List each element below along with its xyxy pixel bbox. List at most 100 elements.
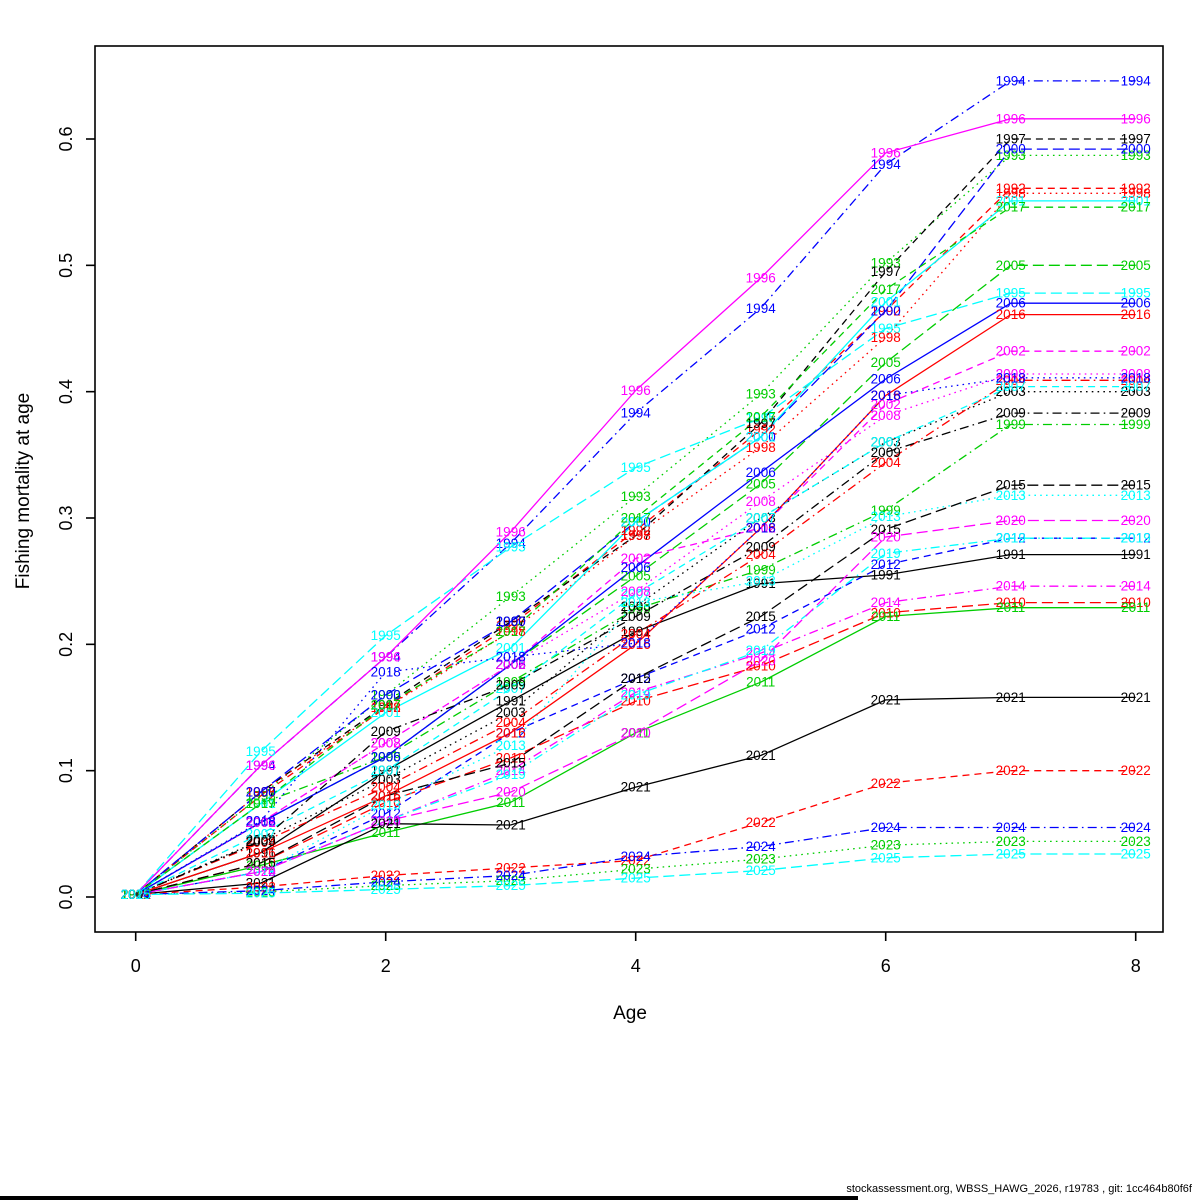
series-line-1996 xyxy=(135,118,1136,895)
y-tick-label: 0.4 xyxy=(56,379,76,404)
series-label-1993-age7: 1993 xyxy=(996,148,1026,163)
series-label-2008-age1: 2008 xyxy=(246,815,276,830)
series-line-2004 xyxy=(135,379,1136,896)
series-label-2024-age2: 2024 xyxy=(371,874,402,889)
series-label-2001-age3: 2001 xyxy=(496,641,526,656)
series-label-2001-age2: 2001 xyxy=(371,705,401,720)
series-label-2015-age5: 2015 xyxy=(746,609,776,624)
series-label-1998-age2: 1998 xyxy=(371,700,401,715)
series-label-2021-age2: 2021 xyxy=(371,816,401,831)
series-label-1992-age7: 1992 xyxy=(996,181,1026,196)
series-label-2023-age3: 2023 xyxy=(496,873,526,888)
series-label-2011-age5: 2011 xyxy=(746,675,775,690)
series-line-2015 xyxy=(135,484,1136,896)
series-label-1997-age6: 1997 xyxy=(871,264,901,279)
series-label-2009-age7: 2009 xyxy=(996,406,1026,421)
series-label-1991-age3: 1991 xyxy=(496,694,526,709)
series-label-2010-age5: 2010 xyxy=(746,658,776,673)
series-label-1997-age4: 1997 xyxy=(621,528,651,543)
series-label-2008-age3: 2008 xyxy=(496,657,526,672)
series-label-2008-age2: 2008 xyxy=(371,735,401,750)
series-label-2005-age8: 2005 xyxy=(1121,258,1151,273)
series-label-1994-age2: 1994 xyxy=(371,649,402,664)
series-label-2019-age7: 2019 xyxy=(996,531,1026,546)
series-label-1993-age4: 1993 xyxy=(621,489,651,504)
series-label-2012-age7: 2012 xyxy=(996,531,1026,546)
series-label-2009-age5: 2009 xyxy=(746,540,776,555)
series-label-2016-age3: 2016 xyxy=(496,725,526,740)
series-label-2023-age5: 2023 xyxy=(746,852,776,867)
series-label-2006-age8: 2006 xyxy=(1121,296,1151,311)
series-label-1998-age5: 1998 xyxy=(746,440,776,455)
series-label-1993-age8: 1993 xyxy=(1121,148,1151,163)
series-label-1999-age1: 1999 xyxy=(246,796,276,811)
series-label-1999-age6: 1999 xyxy=(871,503,901,518)
series-label-2002-age8: 2002 xyxy=(1121,344,1151,359)
series-label-2025-age3: 2025 xyxy=(496,878,526,893)
x-axis-title: Age xyxy=(613,1003,647,1024)
series-label-1995-age0: 1995 xyxy=(121,887,151,902)
series-label-2002-age0: 2002 xyxy=(121,887,151,902)
series-label-2022-age7: 2022 xyxy=(996,763,1026,778)
series-label-2013-age6: 2013 xyxy=(871,509,901,524)
series-label-2014-age1: 2014 xyxy=(246,864,277,879)
series-line-1995 xyxy=(135,292,1136,895)
series-label-2015-age8: 2015 xyxy=(1121,478,1151,493)
series-label-2020-age1: 2020 xyxy=(246,864,276,879)
series-label-2022-age1: 2022 xyxy=(246,879,276,894)
series-label-2011-age7: 2011 xyxy=(996,600,1025,615)
series-label-1997-age0: 1997 xyxy=(121,887,151,902)
series-label-2014-age0: 2014 xyxy=(121,887,152,902)
plot-frame xyxy=(94,45,1164,933)
series-label-1991-age1: 1991 xyxy=(246,845,276,860)
x-tick-label: 4 xyxy=(631,956,641,976)
series-label-2014-age2: 2014 xyxy=(371,814,402,829)
series-label-1993-age3: 1993 xyxy=(496,589,526,604)
x-tick-label: 8 xyxy=(1131,956,1141,976)
series-label-1997-age8: 1997 xyxy=(1121,132,1151,147)
series-line-2017 xyxy=(135,206,1136,896)
series-label-2020-age3: 2020 xyxy=(496,785,526,800)
series-label-1994-age5: 1994 xyxy=(746,301,777,316)
series-label-2021-age8: 2021 xyxy=(1121,690,1151,705)
series-label-1991-age2: 1991 xyxy=(371,763,401,778)
series-line-2003 xyxy=(135,391,1136,896)
series-label-2009-age3: 2009 xyxy=(496,677,526,692)
series-label-2009-age6: 2009 xyxy=(871,445,901,460)
series-label-2013-age3: 2013 xyxy=(496,738,526,753)
series-label-2016-age2: 2016 xyxy=(371,788,401,803)
series-label-2010-age4: 2010 xyxy=(621,694,651,709)
series-label-2010-age3: 2010 xyxy=(496,751,526,766)
series-label-2019-age4: 2019 xyxy=(621,687,651,702)
series-label-2003-age0: 2003 xyxy=(121,887,151,902)
series-label-2022-age8: 2022 xyxy=(1121,763,1151,778)
series-label-2000-age0: 2000 xyxy=(121,887,151,902)
series-label-2023-age2: 2023 xyxy=(371,878,401,893)
series-label-2015-age7: 2015 xyxy=(996,478,1026,493)
series-label-2006-age3: 2006 xyxy=(496,657,526,672)
series-label-2006-age7: 2006 xyxy=(996,296,1026,311)
series-label-2019-age6: 2019 xyxy=(871,546,901,561)
series-label-2006-age5: 2006 xyxy=(746,465,776,480)
series-label-2000-age8: 2000 xyxy=(1121,142,1151,157)
series-label-2012-age0: 2012 xyxy=(121,887,151,902)
series-label-1992-age8: 1992 xyxy=(1121,181,1151,196)
series-label-2007-age1: 2007 xyxy=(246,826,276,841)
series-label-1997-age1: 1997 xyxy=(246,785,276,800)
series-label-2011-age3: 2011 xyxy=(496,795,525,810)
series-label-1992-age0: 1992 xyxy=(121,887,151,902)
series-label-2007-age0: 2007 xyxy=(121,887,151,902)
series-label-2011-age1: 2011 xyxy=(246,858,275,873)
series-label-1992-age2: 1992 xyxy=(371,700,401,715)
series-line-2023 xyxy=(135,840,1136,896)
series-label-2021-age5: 2021 xyxy=(746,748,776,763)
series-label-1997-age3: 1997 xyxy=(496,614,526,629)
series-label-2025-age7: 2025 xyxy=(996,847,1026,862)
series-label-1993-age6: 1993 xyxy=(871,255,901,270)
series-label-2004-age2: 2004 xyxy=(371,780,402,795)
series-label-2009-age1: 2009 xyxy=(246,834,276,849)
series-label-1993-age1: 1993 xyxy=(246,788,276,803)
series-label-2018-age2: 2018 xyxy=(371,665,401,680)
series-label-2013-age7: 2013 xyxy=(996,488,1026,503)
